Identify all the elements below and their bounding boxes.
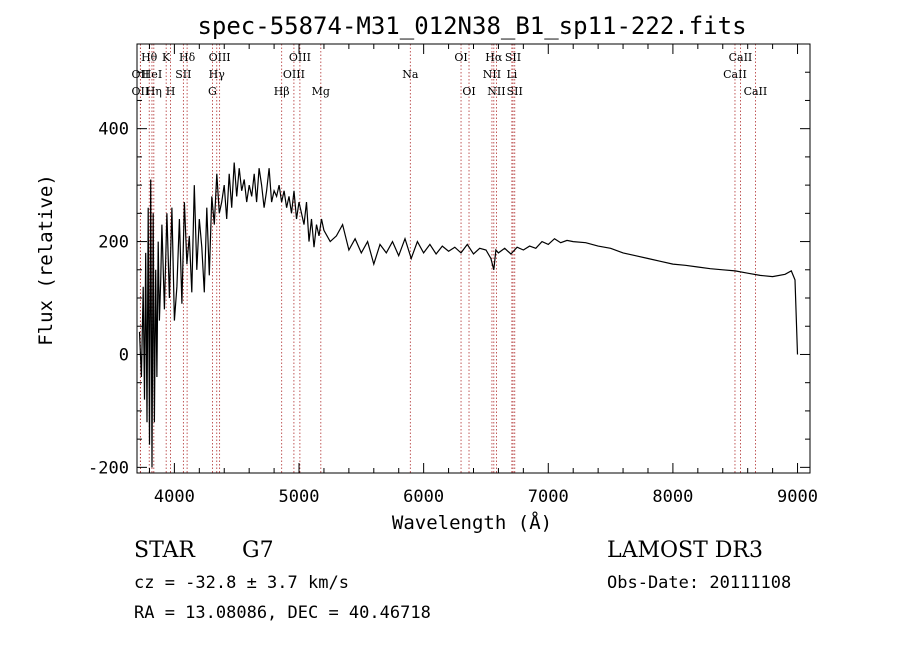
marker-label-8: Hδ: [179, 51, 196, 64]
marker-label-7: SII: [175, 68, 191, 81]
marker-label-18: OI: [462, 85, 475, 98]
marker-label-1: OII: [132, 68, 150, 81]
x-tick-label-5: 9000: [777, 487, 818, 507]
marker-label-13: OIII: [289, 51, 311, 64]
y-tick-label-0: -200: [88, 458, 129, 478]
chart-title: spec-55874-M31_012N38_B1_sp11-222.fits: [197, 12, 746, 40]
x-tick-label-2: 6000: [403, 487, 444, 507]
line-markers: [139, 44, 756, 473]
survey-name: LAMOST DR3: [607, 538, 763, 563]
object-class: STAR: [134, 538, 195, 563]
object-subclass: G7: [242, 538, 274, 563]
marker-label-19: Hα: [485, 51, 503, 64]
marker-label-11: G: [208, 85, 217, 98]
x-tick-label-4: 8000: [652, 487, 693, 507]
marker-label-6: H: [166, 85, 176, 98]
marker-label-9: OIII: [209, 51, 231, 64]
marker-label-21: NII: [487, 85, 505, 98]
flux-series-line: [138, 162, 799, 468]
marker-label-24: SII: [507, 85, 523, 98]
marker-label-22: SII: [505, 51, 521, 64]
y-tick-label-1: 0: [119, 345, 129, 365]
marker-label-10: Hγ: [209, 68, 226, 81]
marker-label-27: CaII: [744, 85, 768, 98]
plot-frame: [136, 43, 811, 474]
marker-label-25: CaII: [729, 51, 753, 64]
x-axis: 4000 5000 6000 7000 8000 9000: [148, 44, 818, 507]
marker-label-12: Hβ: [274, 85, 290, 98]
marker-label-4: Hη: [146, 85, 162, 98]
y-axis: -200 0 200 400: [88, 71, 810, 478]
marker-label-20: NII: [483, 68, 501, 81]
y-tick-label-2: 200: [98, 233, 129, 253]
obs-date: Obs-Date: 20111108: [607, 573, 792, 593]
marker-label-5: K: [162, 51, 171, 64]
marker-label-2: OII: [132, 85, 150, 98]
redshift-cz: cz = -32.8 ± 3.7 km/s: [134, 573, 349, 593]
x-tick-label-3: 7000: [528, 487, 569, 507]
ra-dec: RA = 13.08086, DEC = 40.46718: [134, 603, 431, 623]
x-tick-label-0: 4000: [154, 487, 195, 507]
x-tick-label-1: 5000: [279, 487, 320, 507]
x-axis-label: Wavelength (Å): [392, 511, 552, 534]
marker-label-14: OIII: [283, 68, 305, 81]
marker-label-17: OI: [454, 51, 467, 64]
marker-label-23: Li: [506, 68, 517, 81]
marker-label-26: CaII: [723, 68, 747, 81]
y-axis-label: Flux (relative): [35, 174, 57, 346]
marker-label-15: Mg: [312, 85, 330, 98]
marker-label-3: HeI: [142, 68, 162, 81]
marker-label-0: Hθ: [141, 51, 158, 64]
marker-label-16: Na: [402, 68, 419, 81]
y-tick-label-3: 400: [98, 120, 129, 140]
